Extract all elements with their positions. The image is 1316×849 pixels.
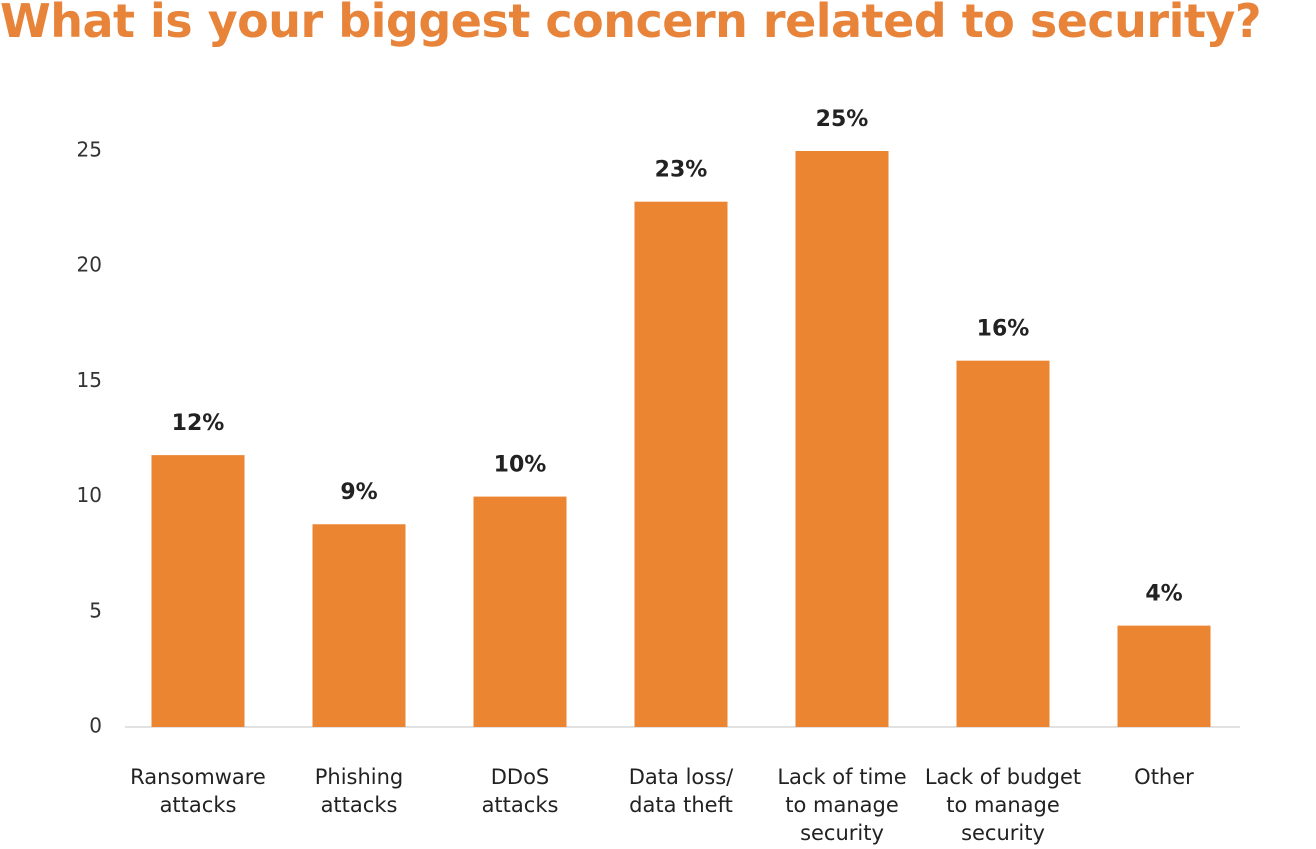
chart-title: What is your biggest concern related to …	[0, 0, 1262, 48]
bar	[795, 151, 889, 727]
value-label: 25%	[816, 107, 869, 132]
x-tick-label: Other	[1134, 765, 1194, 789]
bar	[473, 496, 567, 727]
bar	[634, 201, 728, 728]
bar	[312, 524, 406, 727]
value-label: 16%	[977, 317, 1030, 342]
y-tick-label: 20	[77, 253, 102, 277]
value-label: 12%	[172, 411, 225, 436]
y-tick-label: 0	[89, 714, 102, 738]
bar	[1117, 625, 1211, 727]
value-label: 23%	[655, 158, 708, 183]
value-label: 9%	[340, 480, 377, 505]
x-tick-label: Lack of budget to manage security	[924, 765, 1082, 845]
y-tick-label: 10	[77, 483, 102, 507]
y-tick-label: 25	[77, 138, 102, 162]
bar	[151, 455, 245, 727]
y-tick-label: 5	[89, 598, 102, 622]
x-tick-label: Data loss/ data theft	[628, 765, 734, 817]
y-tick-label: 15	[77, 368, 102, 392]
x-tick-label: Ransomware attacks	[130, 765, 266, 817]
x-tick-label: Phishing attacks	[314, 765, 404, 817]
x-tick-label: Lack of time to manage security	[777, 765, 907, 845]
value-label: 4%	[1145, 582, 1182, 607]
value-label: 10%	[494, 453, 547, 478]
x-tick-label: DDoS attacks	[481, 765, 559, 817]
bar	[956, 360, 1050, 727]
